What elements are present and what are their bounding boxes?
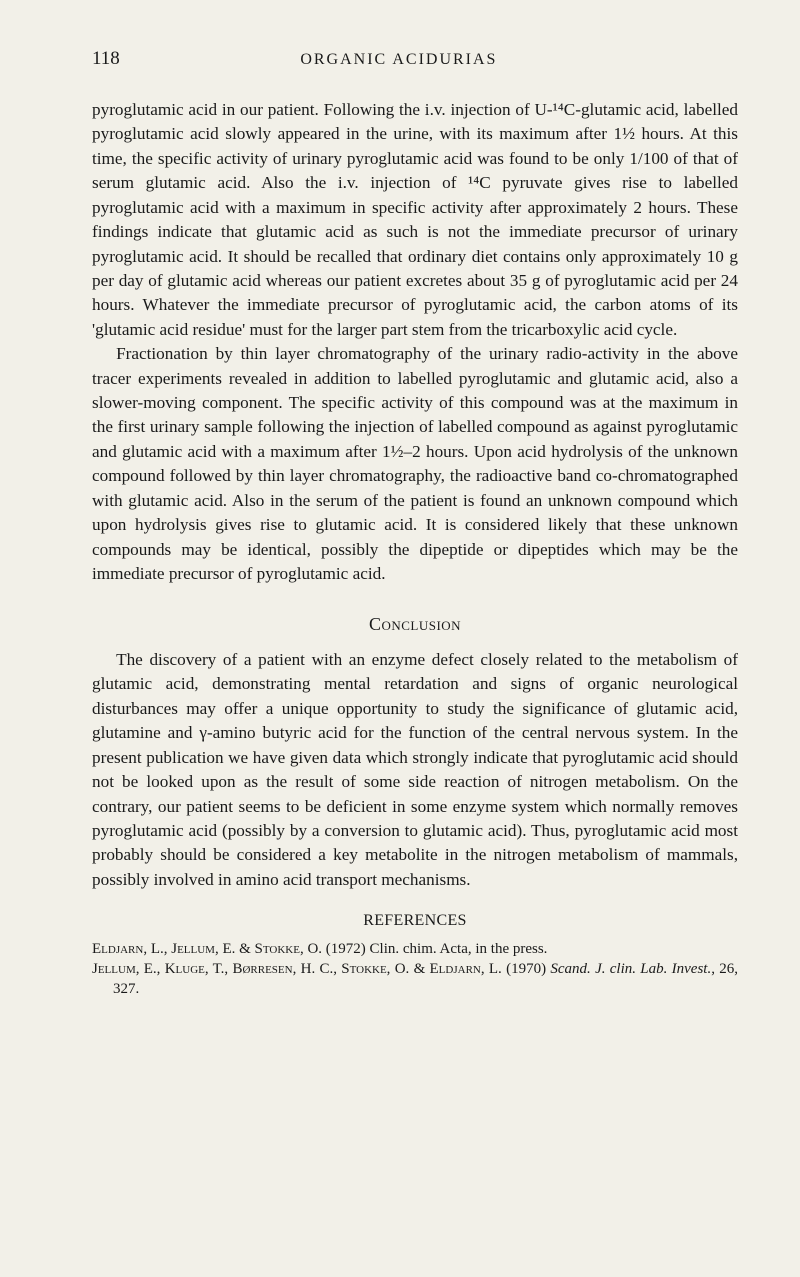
references-heading: REFERENCES bbox=[92, 910, 738, 933]
references-block: Eldjarn, L., Jellum, E. & Stokke, O. (19… bbox=[92, 939, 738, 1000]
reference-2: Jellum, E., Kluge, T., Børresen, H. C., … bbox=[92, 959, 738, 1000]
ref1-authors: Eldjarn, L., Jellum, E. & Stokke, O. bbox=[92, 941, 322, 957]
paragraph-2: Fractionation by thin layer chromatograp… bbox=[92, 342, 738, 586]
body-text: pyroglutamic acid in our patient. Follow… bbox=[92, 98, 738, 1000]
conclusion-text: The discovery of a patient with an enzym… bbox=[92, 648, 738, 892]
ref2-journal: Scand. J. clin. Lab. Invest. bbox=[550, 961, 711, 977]
page-header: 118 ORGANIC ACIDURIAS bbox=[92, 48, 738, 70]
paragraph-1: pyroglutamic acid in our patient. Follow… bbox=[92, 98, 738, 342]
ref2-rest-a: (1970) bbox=[502, 961, 551, 977]
conclusion-heading: Conclusion bbox=[92, 612, 738, 638]
running-title: ORGANIC ACIDURIAS bbox=[60, 51, 738, 69]
ref1-rest: (1972) Clin. chim. Acta, in the press. bbox=[322, 941, 547, 957]
ref2-authors: Jellum, E., Kluge, T., Børresen, H. C., … bbox=[92, 961, 502, 977]
reference-1: Eldjarn, L., Jellum, E. & Stokke, O. (19… bbox=[92, 939, 738, 959]
